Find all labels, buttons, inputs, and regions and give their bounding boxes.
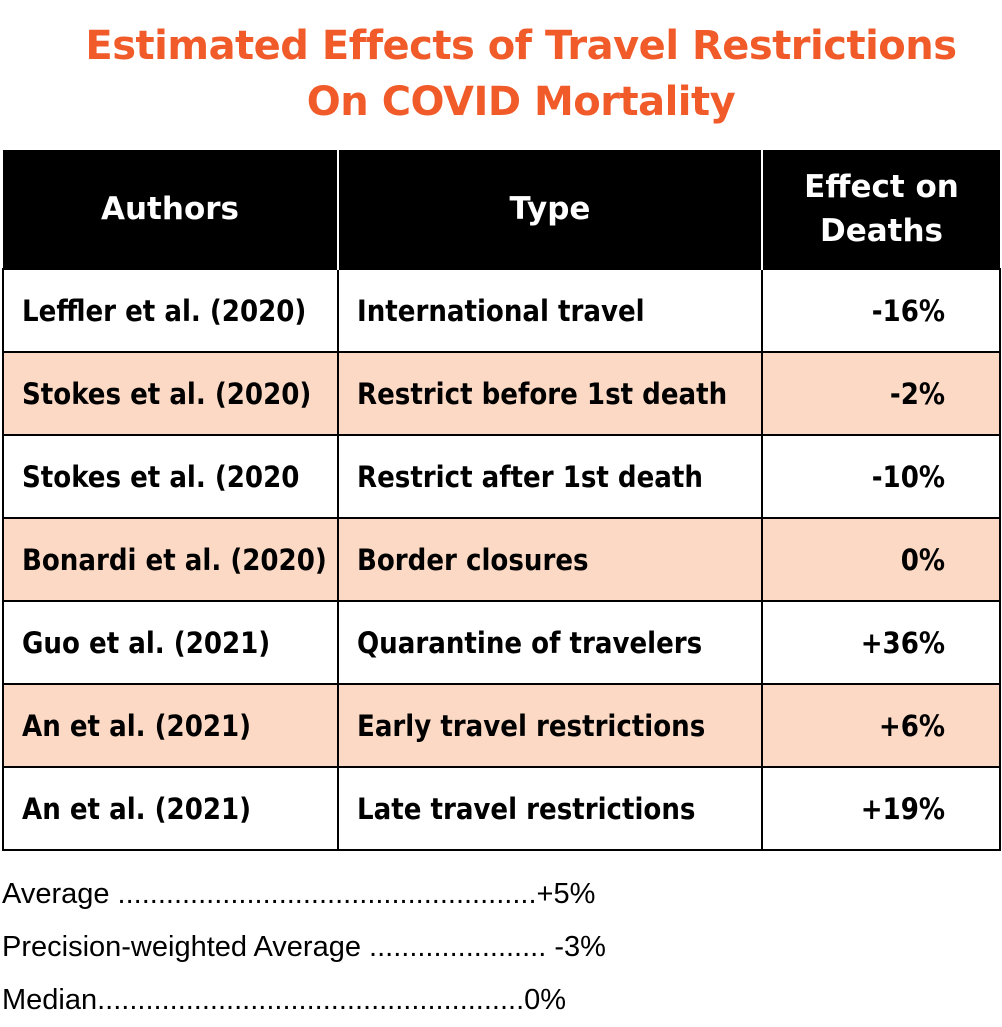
summary-label: Precision-weighted Average	[2, 931, 370, 963]
table-row: Leffler et al. (2020) International trave…	[2, 268, 1001, 353]
cell-effect: 0%	[761, 517, 1001, 602]
chart-title: Estimated Effects of Travel Restrictions…	[0, 18, 1002, 130]
summary-row: Precision-weighted Average .............…	[2, 921, 722, 974]
table-header-row: Authors Type Effect on Deaths	[3, 150, 1000, 269]
header-effect-line-2: Deaths	[819, 213, 944, 249]
cell-type: Border closures	[337, 517, 763, 602]
cell-authors: An et al. (2021)	[2, 766, 339, 851]
cell-authors: Stokes et al. (2020	[2, 434, 339, 519]
summary-row: Median..................................…	[2, 974, 722, 1027]
header-type: Type	[338, 150, 763, 269]
table-body: Leffler et al. (2020) International trave…	[2, 268, 1001, 851]
summary-value: 0%	[524, 984, 567, 1016]
summary-dots: ........................................…	[97, 984, 525, 1016]
chart-title-line-2: On COVID Mortality	[306, 79, 736, 125]
table-row: Bonardi et al. (2020) Border closures 0%	[2, 517, 1001, 602]
cell-effect: +19%	[761, 766, 1001, 851]
cell-type: Early travel restrictions	[337, 683, 763, 768]
table-row: Stokes et al. (2020 Restrict after 1st de…	[2, 434, 1001, 519]
results-table: Authors Type Effect on Deaths Leffler et…	[2, 150, 1001, 851]
cell-authors: Stokes et al. (2020)	[2, 351, 339, 436]
cell-type: Quarantine of travelers	[337, 600, 763, 685]
header-effect-on-deaths: Effect on Deaths	[762, 150, 1000, 269]
cell-effect: +6%	[761, 683, 1001, 768]
summary-label: Median	[2, 984, 98, 1016]
cell-authors: Bonardi et al. (2020)	[2, 517, 339, 602]
cell-effect: -2%	[761, 351, 1001, 436]
cell-type: Late travel restrictions	[337, 766, 763, 851]
summary-dots: ......................	[369, 931, 555, 963]
summary-value: -3%	[554, 931, 606, 963]
cell-type: International travel	[337, 268, 763, 353]
table-row: Guo et al. (2021) Quarantine of travelers…	[2, 600, 1001, 685]
summary-value: +5%	[536, 878, 596, 910]
table-row: An et al. (2021) Late travel restrictions…	[2, 766, 1001, 851]
summary-label: Average	[2, 878, 118, 910]
summary-statistics: Average ................................…	[2, 868, 722, 1027]
summary-dots: ........................................…	[117, 878, 537, 910]
summary-row: Average ................................…	[2, 868, 722, 921]
cell-effect: +36%	[761, 600, 1001, 685]
cell-authors: Guo et al. (2021)	[2, 600, 339, 685]
header-authors: Authors	[3, 150, 339, 269]
table-row: Stokes et al. (2020) Restrict before 1st …	[2, 351, 1001, 436]
cell-type: Restrict after 1st death	[337, 434, 763, 519]
cell-authors: Leffler et al. (2020)	[2, 268, 339, 353]
header-effect-line-1: Effect on	[804, 169, 959, 205]
cell-authors: An et al. (2021)	[2, 683, 339, 768]
chart-title-line-1: Estimated Effects of Travel Restrictions	[85, 23, 957, 69]
cell-effect: -16%	[761, 268, 1001, 353]
cell-type: Restrict before 1st death	[337, 351, 763, 436]
table-row: An et al. (2021) Early travel restriction…	[2, 683, 1001, 768]
cell-effect: -10%	[761, 434, 1001, 519]
